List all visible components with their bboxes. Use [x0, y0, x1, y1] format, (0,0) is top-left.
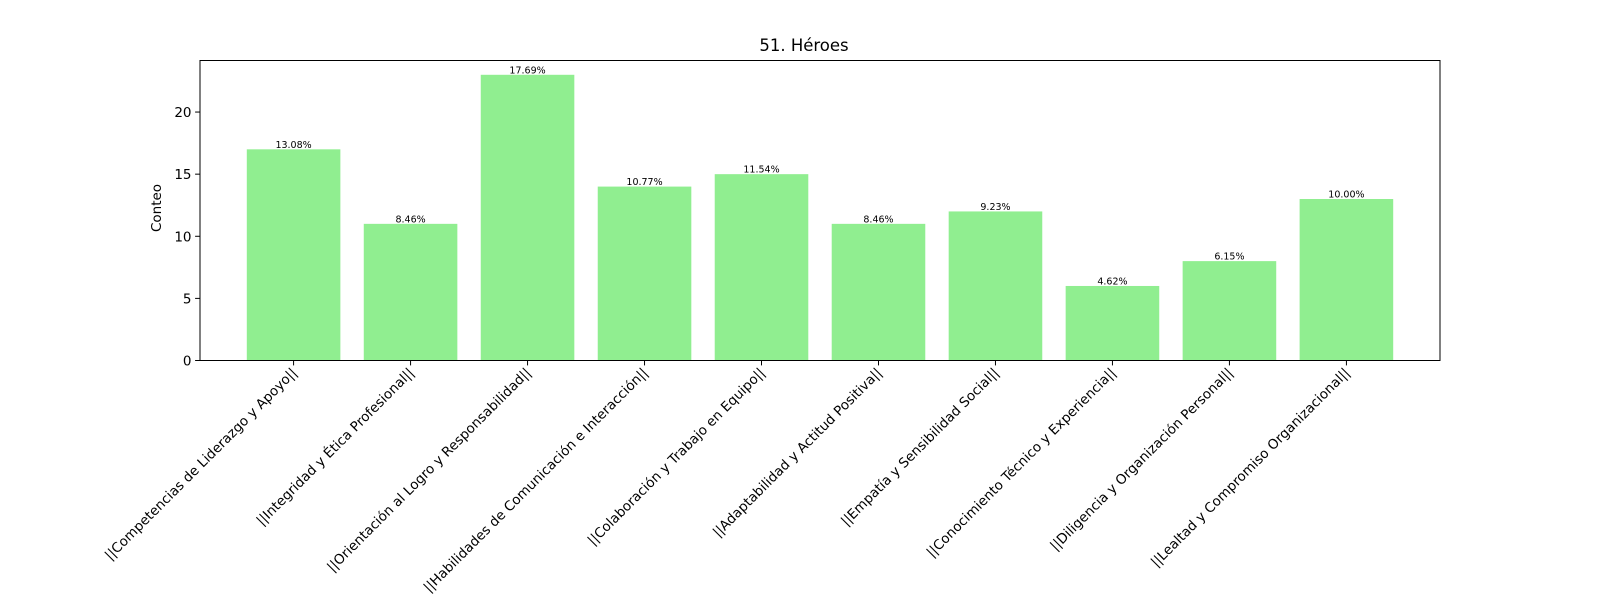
- bar-data-label: 10.00%: [1328, 190, 1364, 201]
- bar-data-label: 8.46%: [863, 214, 893, 225]
- bar-data-label: 8.46%: [395, 214, 425, 225]
- bar-data-label: 10.77%: [626, 177, 662, 188]
- bar-data-label: 13.08%: [275, 140, 311, 151]
- bar: [1065, 285, 1160, 361]
- bar: [480, 74, 575, 361]
- bar: [363, 223, 458, 361]
- bar: [831, 223, 926, 361]
- bar-data-label: 9.23%: [980, 202, 1010, 213]
- y-axis-label: Conteo: [149, 184, 165, 232]
- bar-data-label: 4.62%: [1097, 276, 1127, 287]
- bar-data-label: 17.69%: [509, 65, 545, 76]
- bar: [948, 211, 1043, 361]
- bar: [714, 174, 809, 361]
- y-axis: 0 5 10 15 20: [174, 105, 200, 370]
- bar: [1299, 199, 1394, 361]
- y-tick-label: 15: [174, 167, 191, 183]
- bar-labels-layer: 13.08% 8.46% 17.69% 10.77% 11.54% 8.46% 9.23% 4…: [275, 65, 1364, 287]
- plot-frame: [199, 60, 1441, 361]
- y-tick-label: 20: [174, 105, 191, 121]
- bar-data-label: 6.15%: [1214, 252, 1244, 263]
- bar: [1182, 261, 1277, 361]
- bar-data-label: 11.54%: [743, 165, 779, 176]
- y-tick-label: 5: [183, 291, 192, 307]
- bar: [246, 149, 341, 361]
- chart-title: 51. Héroes: [759, 36, 848, 55]
- y-tick-label: 0: [183, 354, 192, 370]
- bars-layer: [246, 74, 1394, 361]
- bar: [597, 186, 692, 361]
- y-tick-label: 10: [174, 229, 191, 245]
